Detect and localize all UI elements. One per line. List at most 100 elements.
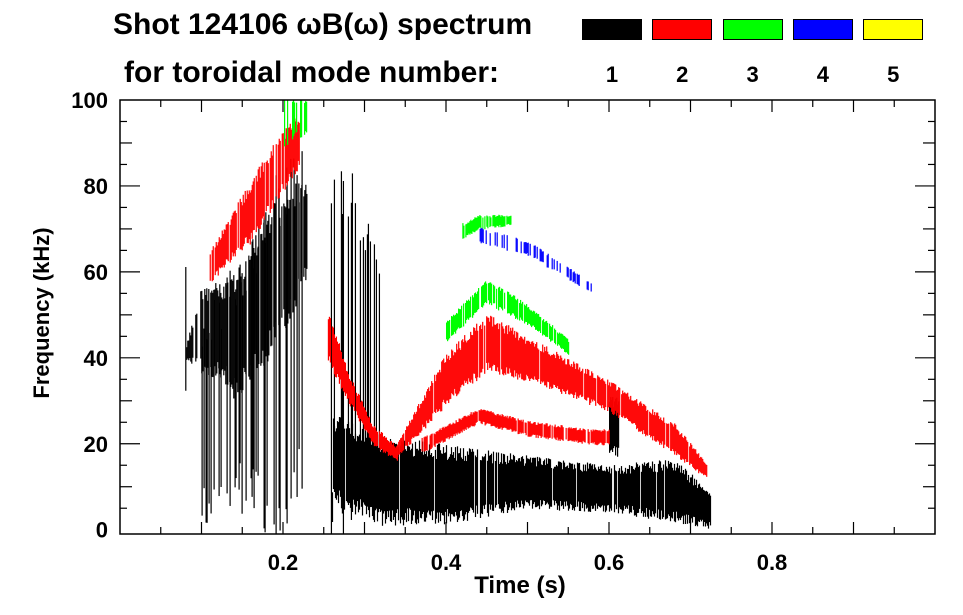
spectral-mark-mode-3 <box>476 217 478 231</box>
spectral-mark-mode-1 <box>538 457 541 510</box>
spectral-mark-mode-1 <box>615 471 618 510</box>
spectral-mark-mode-3 <box>454 315 456 332</box>
spectral-mark-mode-2 <box>624 392 626 419</box>
spectral-mark-mode-3 <box>507 291 509 314</box>
spectral-mark-mode-1 <box>429 454 432 516</box>
spectral-mark-mode-2 <box>536 342 538 381</box>
spectral-mark-mode-2 <box>634 400 636 424</box>
spectral-mark-mode-2 <box>384 437 387 454</box>
spectral-mark-mode-4 <box>546 255 548 268</box>
spectral-mark-mode-1 <box>366 234 369 473</box>
spectral-mark-mode-1 <box>543 459 546 501</box>
spectral-mark-mode-2 <box>334 337 337 377</box>
spectral-mark-mode-2 <box>625 393 627 419</box>
spectral-mark-mode-1 <box>589 463 592 512</box>
spectral-mark-mode-2 <box>463 416 465 431</box>
spectral-mark-mode-2 <box>483 409 485 423</box>
spectral-mark-mode-2 <box>578 369 580 398</box>
spectral-mark-mode-2 <box>524 422 526 433</box>
spectral-mark-mode-1 <box>438 443 441 513</box>
spectral-mark-mode-2 <box>481 329 483 373</box>
spectral-mark-mode-1 <box>585 471 588 509</box>
spectral-mark-mode-2 <box>271 155 273 201</box>
spectral-mark-mode-2 <box>602 378 604 406</box>
spectral-mark-mode-2 <box>560 425 562 440</box>
spectral-mark-mode-1 <box>353 438 356 505</box>
spectral-mark-mode-1 <box>577 463 580 502</box>
spectral-mark-mode-3 <box>504 292 506 309</box>
spectral-mark-mode-2 <box>653 415 655 437</box>
spectral-mark-mode-3 <box>473 219 475 233</box>
spectral-mark-mode-1 <box>537 461 540 506</box>
spectral-mark-mode-3 <box>463 303 465 327</box>
spectral-mark-mode-1 <box>618 401 620 448</box>
spectral-mark-mode-2 <box>519 337 521 378</box>
spectral-mark-mode-2 <box>668 423 670 449</box>
spectral-mark-mode-2 <box>231 215 233 253</box>
spectral-mark-mode-1 <box>257 246 259 476</box>
spectral-mark-mode-1 <box>541 465 544 505</box>
spectral-mark-mode-1 <box>208 332 210 504</box>
spectral-mark-mode-1 <box>461 459 464 517</box>
spectral-mark-mode-2 <box>260 166 262 225</box>
spectral-mark-mode-2 <box>595 378 597 406</box>
spectral-mark-mode-1 <box>677 468 680 521</box>
spectral-mark-mode-3 <box>304 102 306 135</box>
spectral-mark-mode-1 <box>383 436 386 512</box>
spectral-mark-mode-1 <box>364 250 367 459</box>
spectral-mark-mode-1 <box>390 445 393 522</box>
spectral-mark-mode-2 <box>448 424 450 440</box>
spectral-mark-mode-2 <box>514 418 516 432</box>
spectral-mark-mode-2 <box>329 318 332 363</box>
spectral-mark-mode-1 <box>363 441 366 505</box>
spectral-mark-mode-1 <box>559 461 562 502</box>
spectral-mark-mode-1 <box>281 206 283 318</box>
spectral-mark-mode-2 <box>351 385 354 405</box>
spectral-mark-mode-3 <box>294 102 296 134</box>
spectral-mark-mode-1 <box>220 329 222 487</box>
spectral-mark-mode-2 <box>585 368 587 401</box>
spectral-mark-mode-1 <box>609 401 611 453</box>
spectral-mark-mode-2 <box>683 438 685 460</box>
spectral-mark-mode-2 <box>628 396 630 421</box>
spectral-mark-mode-1 <box>529 457 532 501</box>
spectral-mark-mode-1 <box>402 439 405 526</box>
spectral-mark-mode-2 <box>641 403 643 431</box>
spectral-mark-mode-2 <box>232 212 234 257</box>
spectral-mark-mode-1 <box>304 190 306 268</box>
spectral-mark-mode-2 <box>530 423 532 437</box>
spectral-mark-mode-1 <box>305 184 307 281</box>
spectral-mark-mode-2 <box>432 383 434 414</box>
spectral-mark-mode-3 <box>559 332 561 346</box>
spectral-mark-mode-1 <box>451 454 454 515</box>
spectral-mark-mode-1 <box>510 459 513 511</box>
spectral-mark-mode-4 <box>527 242 529 256</box>
spectral-mark-mode-1 <box>413 455 416 511</box>
spectral-mark-mode-1 <box>404 449 407 514</box>
spectral-mark-mode-2 <box>567 359 569 390</box>
spectral-mark-mode-1 <box>562 460 565 509</box>
spectral-mark-mode-2 <box>575 427 577 442</box>
legend-label-mode-5: 5 <box>887 62 900 87</box>
spectral-mark-mode-1 <box>245 290 247 501</box>
legend-label-mode-4: 4 <box>816 62 830 87</box>
spectral-mark-mode-1 <box>523 465 526 506</box>
spectral-mark-mode-1 <box>646 463 649 517</box>
spectral-mark-mode-2 <box>592 373 594 402</box>
spectral-mark-mode-2 <box>658 415 660 442</box>
spectral-mark-mode-3 <box>493 284 495 304</box>
spectral-mark-mode-2 <box>607 431 609 444</box>
spectral-mark-mode-1 <box>450 447 453 515</box>
spectral-mark-mode-2 <box>244 190 246 238</box>
spectral-mark-mode-4 <box>482 229 484 244</box>
spectral-mark-mode-1 <box>254 252 256 354</box>
spectral-mark-mode-1 <box>439 450 442 522</box>
spectral-mark-mode-2 <box>533 422 535 435</box>
spectral-mark-mode-1 <box>201 346 203 516</box>
spectral-mark-mode-1 <box>508 460 511 508</box>
spectral-mark-mode-2 <box>444 362 446 403</box>
spectral-mark-mode-2 <box>430 385 432 421</box>
spectral-mark-mode-1 <box>578 462 581 511</box>
spectral-mark-mode-2 <box>629 399 631 422</box>
